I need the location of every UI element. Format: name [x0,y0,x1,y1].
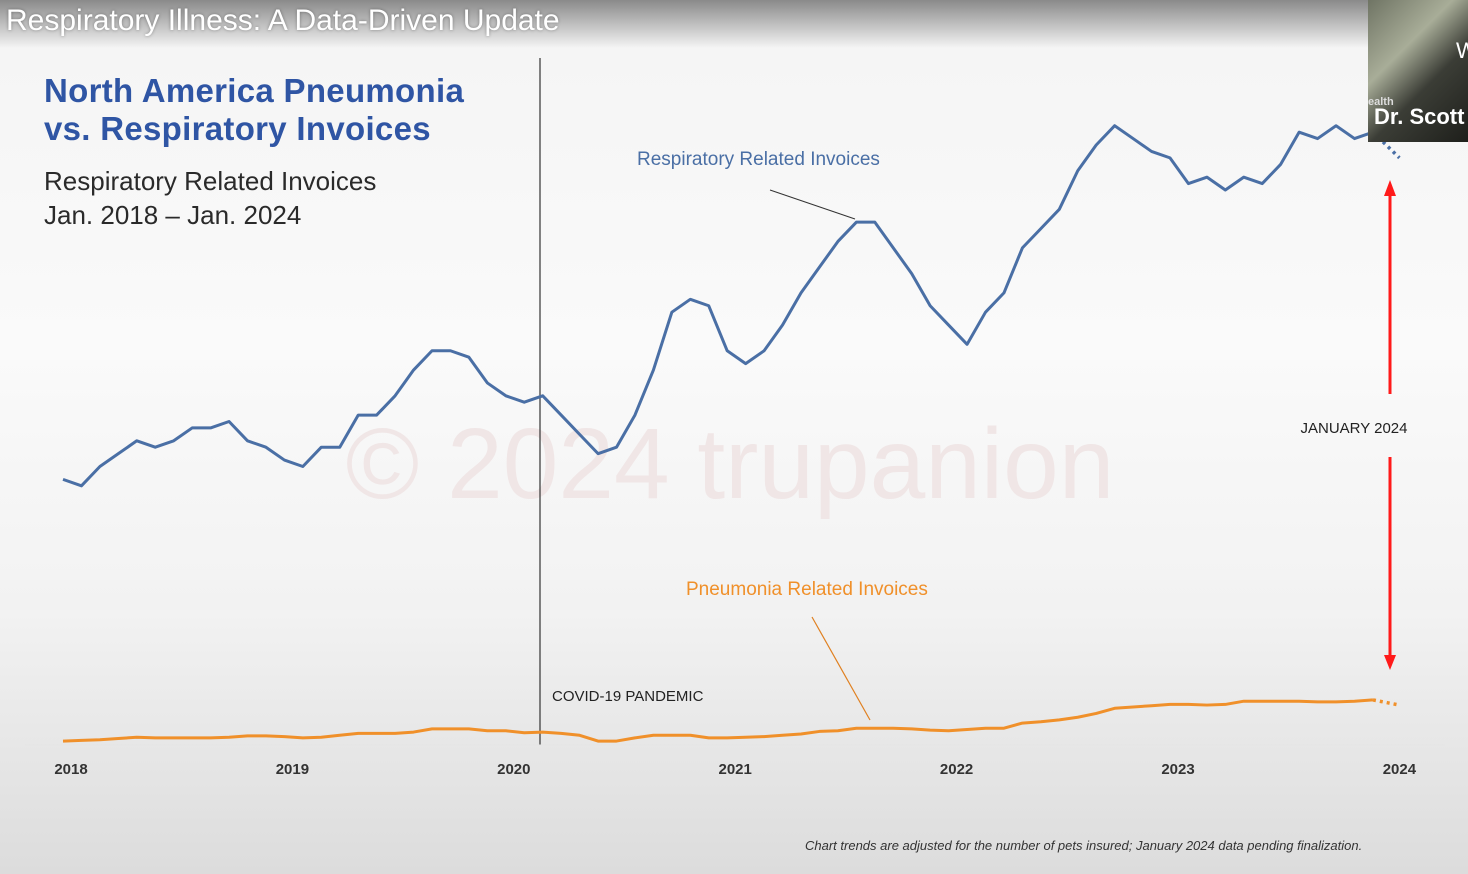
x-tick-label: 2022 [940,761,973,778]
x-tick-label: 2023 [1161,761,1194,778]
respiratory-line [62,124,1374,488]
arrow-up-head [1384,180,1396,196]
x-tick-label: 2020 [497,761,530,778]
watermark: © 2024 trupanion [346,408,1115,520]
webcam-thumbnail: W ealth Dr. Scott [1368,0,1468,142]
pneumonia-pending-segment [1372,698,1400,707]
x-tick-label: 2019 [276,761,309,778]
respiratory-pending-segment [1371,130,1401,160]
pneumonia-series-label: Pneumonia Related Invoices [686,579,928,600]
respiratory-series-label: Respiratory Related Invoices [637,149,880,170]
webcam-partial-text: W [1456,38,1468,63]
x-tick-label: 2018 [54,761,87,778]
pneumonia-leader-line [811,616,871,721]
chart-title-line2: vs. Respiratory Invoices [44,110,431,147]
webcam-name: Dr. Scott [1374,104,1465,129]
x-tick-label: 2024 [1383,761,1417,778]
arrow-down-head [1384,655,1396,670]
footnote: Chart trends are adjusted for the number… [805,838,1363,853]
title-bar [0,0,1368,48]
webcam-org-text: ealth [1368,96,1394,108]
pandemic-label: COVID-19 PANDEMIC [552,688,704,705]
january-label: JANUARY 2024 [1300,420,1407,437]
chart-title: North America Pneumonia vs. Respiratory … [44,72,464,148]
pneumonia-line [62,698,1374,743]
chart-subtitle-line2: Jan. 2018 – Jan. 2024 [44,200,302,230]
x-tick-label: 2021 [719,761,752,778]
chart-title-line1: North America Pneumonia [44,72,465,109]
chart-subtitle: Respiratory Related Invoices Jan. 2018 –… [44,164,376,232]
chart-subtitle-line1: Respiratory Related Invoices [44,166,377,196]
slide-title: Respiratory Illness: A Data-Driven Updat… [6,4,560,37]
respiratory-leader-line [769,189,856,220]
